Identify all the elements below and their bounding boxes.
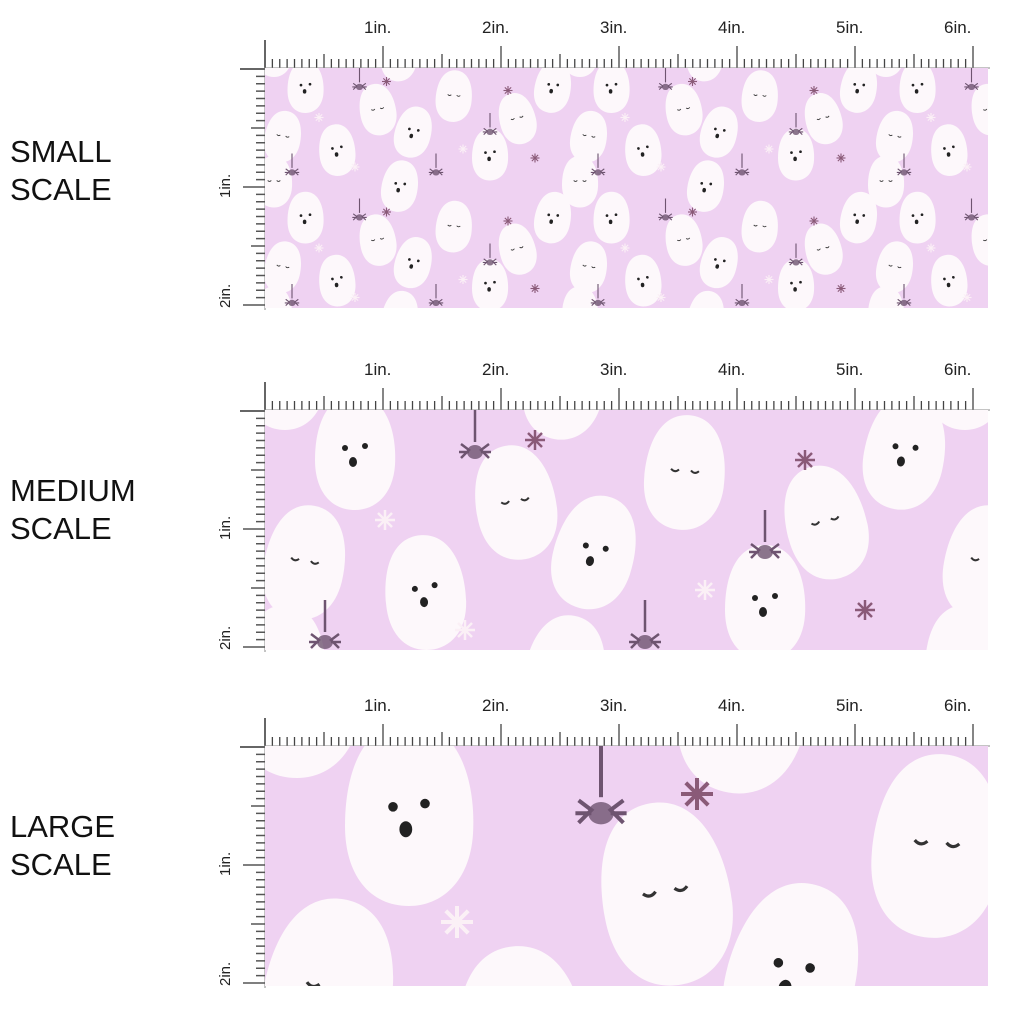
fabric-print xyxy=(265,746,988,986)
left-ruler-label: 2in. xyxy=(217,283,234,308)
top-ruler-label: 4in. xyxy=(718,18,746,37)
left-ruler-label: 1in. xyxy=(217,851,234,876)
scale-label-line2: SCALE xyxy=(10,847,112,882)
top-ruler xyxy=(264,40,990,70)
scale-label-line1: LARGE xyxy=(10,809,116,844)
top-ruler-label: 1in. xyxy=(364,18,392,37)
scale-label-line1: SMALL xyxy=(10,134,112,169)
left-ruler xyxy=(236,410,266,652)
scale-label-line1: MEDIUM xyxy=(10,473,136,508)
top-ruler-label: 6in. xyxy=(944,360,972,379)
top-ruler-label: 2in. xyxy=(482,360,510,379)
top-ruler-label: 2in. xyxy=(482,18,510,37)
top-ruler-label: 3in. xyxy=(600,696,628,715)
left-ruler xyxy=(236,68,266,310)
top-ruler-label: 3in. xyxy=(600,18,628,37)
left-ruler xyxy=(236,746,266,988)
fabric-pattern-small xyxy=(265,68,988,308)
top-ruler-label: 5in. xyxy=(836,696,864,715)
fabric-print xyxy=(265,68,988,308)
scale-label: MEDIUM SCALE xyxy=(10,472,136,548)
scale-label-line2: SCALE xyxy=(10,172,112,207)
left-ruler-label: 1in. xyxy=(217,515,234,540)
top-ruler-label: 4in. xyxy=(718,696,746,715)
top-ruler-label: 6in. xyxy=(944,18,972,37)
top-ruler-label: 1in. xyxy=(364,696,392,715)
left-ruler-label: 2in. xyxy=(217,961,234,986)
fabric-pattern-large xyxy=(265,746,988,986)
fabric-print xyxy=(265,410,988,650)
top-ruler-label: 5in. xyxy=(836,360,864,379)
scale-label-line2: SCALE xyxy=(10,511,112,546)
top-ruler xyxy=(264,382,990,412)
top-ruler-label: 6in. xyxy=(944,696,972,715)
fabric-pattern-medium xyxy=(265,410,988,650)
top-ruler-label: 2in. xyxy=(482,696,510,715)
left-ruler-label: 2in. xyxy=(217,625,234,650)
top-ruler-label: 4in. xyxy=(718,360,746,379)
scale-label: LARGE SCALE xyxy=(10,808,115,884)
top-ruler-label: 3in. xyxy=(600,360,628,379)
left-ruler-label: 1in. xyxy=(217,173,234,198)
top-ruler xyxy=(264,718,990,748)
top-ruler-label: 5in. xyxy=(836,18,864,37)
scale-label: SMALL SCALE xyxy=(10,133,112,209)
top-ruler-label: 1in. xyxy=(364,360,392,379)
